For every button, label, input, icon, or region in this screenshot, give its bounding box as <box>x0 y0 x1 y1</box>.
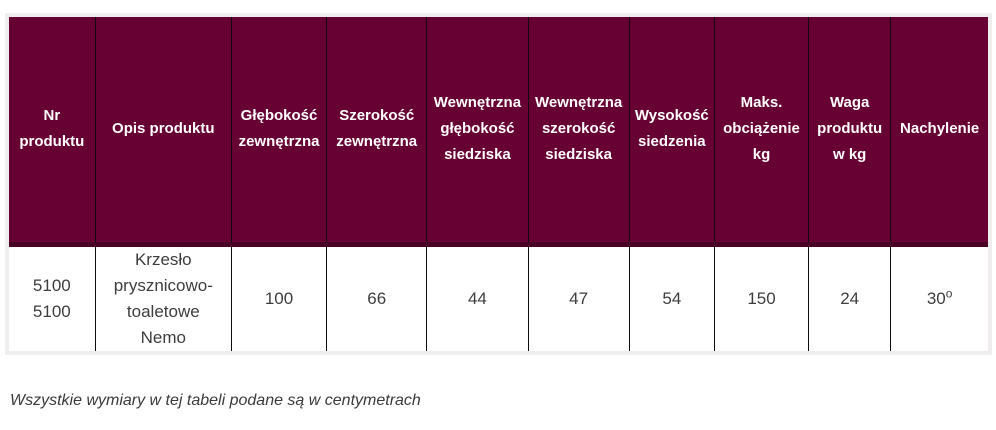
nachylenie-degree-sup: o <box>945 285 953 300</box>
cell-maks-obciazenie: 150 <box>714 244 810 351</box>
cell-glebokosc-zewnetrzna: 100 <box>231 244 328 351</box>
col-header-glebokosc-zewnetrzna: Głębokość zewnętrzna <box>231 17 328 247</box>
col-header-opis-produktu: Opis produktu <box>95 17 232 247</box>
table-footnote: Wszystkie wymiary w tej tabeli podane są… <box>10 391 421 409</box>
col-header-nr-produktu: Nr produktu <box>9 17 96 247</box>
dimensions-table: Nr produktu Opis produktu Głębokość zewn… <box>9 17 988 351</box>
col-header-szerokosc-zewnetrzna: Szerokość zewnętrzna <box>326 17 428 247</box>
cell-nachylenie: 30o <box>890 244 988 351</box>
cell-waga-produktu: 24 <box>808 244 892 351</box>
product-spec-table: Nr produktu Opis produktu Głębokość zewn… <box>5 13 992 355</box>
cell-opis-produktu: Krzesło prysznicowo- toaletowe Nemo <box>95 244 232 351</box>
cell-szerokosc-zewnetrzna: 66 <box>326 244 428 351</box>
col-header-nachylenie: Nachylenie <box>890 17 988 247</box>
col-header-wewnetrzna-szerokosc-siedziska: Wewnętrzna szerokość siedziska <box>528 17 630 247</box>
col-header-wysokosc-siedzenia: Wysokość siedzenia <box>629 17 715 247</box>
table-row: 5100 5100 Krzesło prysznicowo- toaletowe… <box>9 244 988 351</box>
col-header-wewnetrzna-glebokosc-siedziska: Wewnętrzna głębokość siedziska <box>426 17 529 247</box>
cell-wewnetrzna-szerokosc-siedziska: 47 <box>528 244 630 351</box>
col-header-maks-obciazenie: Maks. obciążenie kg <box>714 17 810 247</box>
cell-wysokosc-siedzenia: 54 <box>629 244 715 351</box>
cell-wewnetrzna-glebokosc-siedziska: 44 <box>426 244 529 351</box>
nachylenie-value: 30 <box>926 288 946 308</box>
table-header-row: Nr produktu Opis produktu Głębokość zewn… <box>9 17 988 247</box>
cell-nr-produktu: 5100 5100 <box>9 244 96 351</box>
col-header-waga-produktu: Waga produktu w kg <box>808 17 892 247</box>
